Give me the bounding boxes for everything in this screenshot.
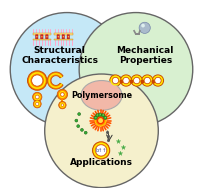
Circle shape: [95, 145, 106, 156]
Circle shape: [36, 102, 39, 105]
Circle shape: [61, 104, 63, 106]
Bar: [61, 94, 63, 103]
Circle shape: [80, 128, 83, 131]
Text: b↑↑: b↑↑: [95, 148, 106, 153]
Circle shape: [94, 115, 106, 126]
Circle shape: [84, 131, 87, 134]
Text: Structural
Characteristics: Structural Characteristics: [21, 46, 98, 65]
Circle shape: [27, 71, 47, 90]
FancyBboxPatch shape: [57, 35, 59, 39]
Circle shape: [76, 125, 79, 128]
Circle shape: [95, 117, 96, 118]
Text: Applications: Applications: [70, 158, 132, 167]
Circle shape: [57, 89, 67, 100]
Bar: [33, 33, 51, 35]
Circle shape: [95, 145, 106, 156]
Circle shape: [62, 36, 64, 37]
Circle shape: [93, 116, 97, 119]
Circle shape: [122, 77, 129, 84]
Circle shape: [143, 77, 150, 84]
Circle shape: [41, 36, 42, 37]
Circle shape: [97, 114, 98, 115]
FancyBboxPatch shape: [45, 35, 48, 39]
Circle shape: [79, 12, 192, 126]
Circle shape: [32, 75, 43, 86]
Circle shape: [98, 118, 102, 123]
Circle shape: [141, 75, 152, 86]
Circle shape: [133, 77, 139, 84]
Circle shape: [103, 116, 106, 119]
Circle shape: [112, 77, 118, 84]
Bar: [54, 39, 72, 40]
Circle shape: [109, 75, 120, 86]
Circle shape: [10, 12, 123, 126]
Polygon shape: [47, 72, 63, 89]
Circle shape: [44, 74, 158, 188]
FancyBboxPatch shape: [62, 35, 64, 39]
FancyBboxPatch shape: [67, 35, 69, 39]
Circle shape: [57, 36, 59, 37]
Circle shape: [101, 114, 104, 117]
FancyBboxPatch shape: [40, 35, 43, 39]
Circle shape: [104, 117, 106, 118]
Circle shape: [152, 75, 163, 86]
Circle shape: [96, 117, 104, 124]
Circle shape: [95, 116, 105, 125]
Bar: [54, 33, 72, 35]
Circle shape: [33, 100, 41, 108]
Circle shape: [92, 142, 109, 159]
Circle shape: [140, 24, 144, 27]
Text: Polymersome: Polymersome: [70, 91, 132, 100]
Circle shape: [35, 95, 39, 99]
Circle shape: [75, 119, 77, 122]
Circle shape: [58, 101, 66, 109]
Circle shape: [99, 114, 100, 115]
Circle shape: [67, 36, 69, 37]
FancyBboxPatch shape: [35, 35, 38, 39]
Circle shape: [98, 113, 101, 116]
Circle shape: [36, 36, 37, 37]
Circle shape: [130, 75, 142, 86]
Ellipse shape: [81, 81, 121, 110]
Circle shape: [46, 36, 47, 37]
Circle shape: [95, 114, 99, 117]
Circle shape: [60, 93, 64, 96]
Circle shape: [77, 113, 80, 115]
Circle shape: [120, 75, 131, 86]
Circle shape: [33, 92, 42, 102]
Circle shape: [138, 22, 149, 33]
Circle shape: [154, 77, 160, 84]
Text: Mechanical
Properties: Mechanical Properties: [116, 46, 173, 65]
Circle shape: [102, 114, 103, 115]
Bar: [33, 39, 51, 40]
